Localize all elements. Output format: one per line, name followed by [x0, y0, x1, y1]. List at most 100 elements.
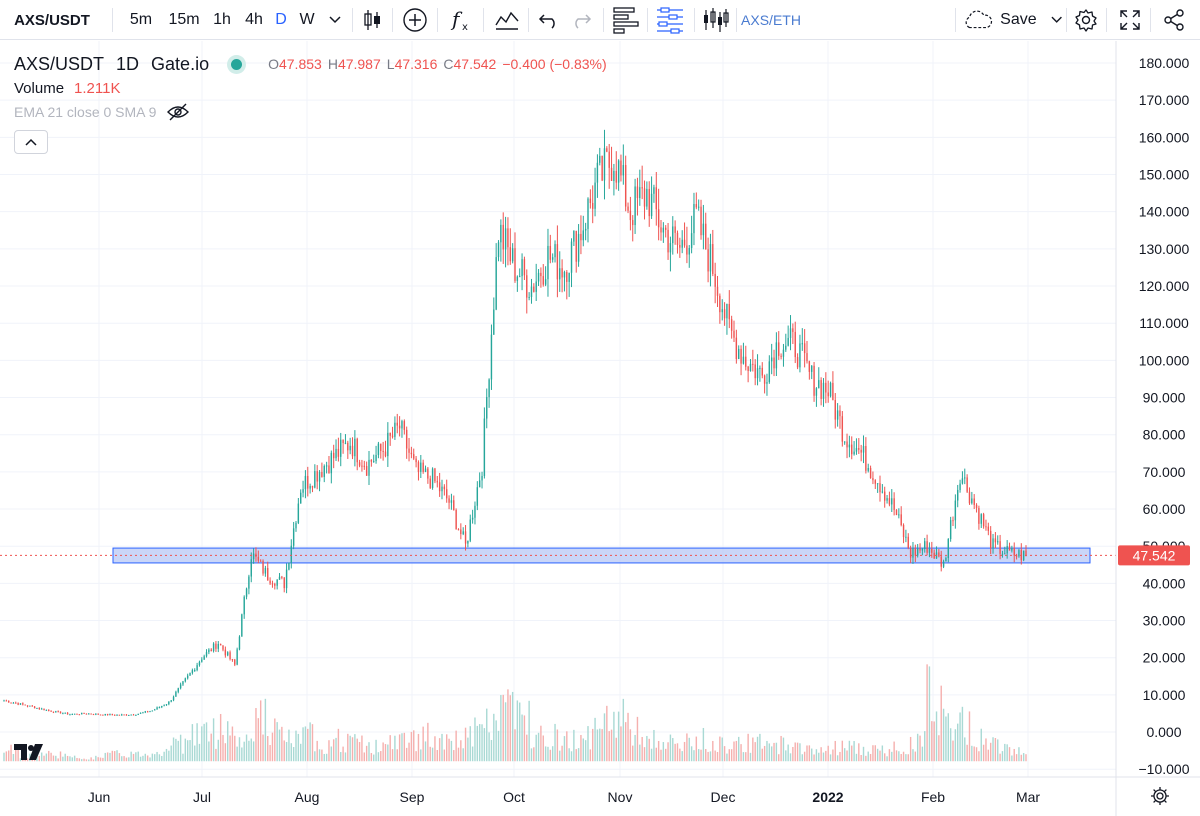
volume-bar [985, 738, 987, 762]
interval-d-button[interactable]: D [275, 11, 287, 28]
volume-bar [735, 740, 738, 762]
depth-chart-icon[interactable] [609, 0, 643, 40]
axis-settings-gear-icon[interactable] [1150, 786, 1170, 811]
candle-body [340, 439, 342, 457]
volume-bar [688, 737, 690, 762]
add-indicator-plus-icon[interactable] [398, 0, 432, 40]
candle-body [427, 468, 429, 479]
save-button[interactable]: Save [962, 0, 1062, 40]
interval-4h-button[interactable]: 4h [245, 11, 263, 28]
candle-body [349, 445, 351, 451]
price-chart[interactable]: 180.000 170.000 160.000 150.000 140.000 130.0… [0, 41, 1200, 816]
volume-bar [839, 751, 841, 762]
indicator-label: EMA 21 close 0 SMA 9 [14, 104, 157, 120]
price-tick-label: 40.000 [1143, 575, 1186, 591]
legend-symbol[interactable]: AXS/USDT [14, 53, 105, 74]
fullscreen-icon[interactable] [1114, 0, 1146, 40]
change-value: −0.400 (−0.83%) [502, 56, 607, 72]
price-tick-label: 30.000 [1143, 613, 1186, 629]
volume-bar [288, 729, 290, 762]
interval-dropdown-chevron-icon[interactable] [322, 0, 348, 40]
volume-bar [674, 743, 676, 762]
candle-body [446, 489, 448, 499]
candle-body [975, 504, 978, 509]
volume-bar [238, 737, 241, 762]
candle-body [825, 382, 827, 393]
candle-body [97, 713, 99, 715]
legend-indicator-row[interactable]: EMA 21 close 0 SMA 9 [14, 100, 613, 124]
volume-bar [97, 757, 99, 762]
candle-body [219, 643, 222, 646]
volume-bar [945, 716, 947, 762]
symbol-search-button[interactable]: AXS/USDT [14, 11, 90, 29]
candle-body [208, 649, 210, 653]
candle-body [342, 439, 344, 443]
compare-candles-icon[interactable] [698, 0, 732, 40]
time-tick-label: Aug [295, 789, 320, 805]
candle-body [278, 576, 281, 580]
volume-bar [212, 718, 215, 762]
volume-bar [643, 747, 646, 762]
candle-body [224, 649, 227, 656]
volume-bar [738, 736, 740, 762]
redo-icon[interactable] [566, 0, 596, 40]
time-axis[interactable]: Jun Jul Aug Sep Oct Nov Dec 2022 Feb Mar [88, 789, 1041, 805]
volume-bar [544, 746, 547, 762]
volume-bar [156, 751, 158, 762]
candle-body [799, 343, 801, 368]
candle-body [236, 649, 238, 665]
interval-w-button[interactable]: W [299, 11, 315, 28]
volume-bar [361, 735, 363, 762]
order-book-icon[interactable] [652, 0, 688, 40]
candle-body [709, 244, 712, 272]
candle-body [851, 444, 853, 455]
candle-body [262, 560, 264, 574]
candle-body [394, 422, 396, 437]
volume-bar [657, 740, 660, 762]
interval-15m-button[interactable]: 15m [168, 11, 200, 28]
undo-icon[interactable] [534, 0, 564, 40]
volume-label: Volume [14, 79, 65, 97]
candle-body [971, 498, 973, 504]
candle-body [796, 357, 799, 368]
volume-bar [229, 735, 231, 762]
candle-body [99, 714, 102, 716]
price-axis[interactable]: 180.000 170.000 160.000 150.000 140.000 130.0… [1139, 55, 1190, 777]
volume-bar [191, 724, 194, 762]
interval-5m-button[interactable]: 5m [129, 11, 153, 28]
candle-body [1008, 546, 1011, 551]
candle-body [321, 472, 323, 477]
tradingview-logo[interactable] [14, 742, 44, 767]
candle-body [674, 226, 676, 233]
candle-body [719, 295, 721, 313]
volume-bar [321, 749, 323, 762]
volume-bar [834, 740, 836, 762]
volume-bar [495, 720, 497, 762]
interval-1h-button[interactable]: 1h [213, 11, 231, 28]
volume-bar [189, 740, 191, 762]
volume-bar [551, 746, 554, 762]
volume-bars [3, 664, 1027, 762]
volume-bar [667, 742, 669, 762]
candle-style-icon[interactable] [356, 0, 388, 40]
volume-bar [408, 742, 410, 762]
collapse-legend-button[interactable] [14, 130, 48, 154]
candle-body [476, 487, 479, 506]
volume-bar [92, 759, 95, 762]
market-status-dot-icon [231, 58, 243, 70]
volume-bar [469, 726, 471, 762]
candle-body [438, 482, 441, 492]
volume-bar [794, 742, 796, 762]
volume-bar [323, 753, 325, 762]
candle-body [780, 355, 782, 357]
compare-symbol-button[interactable]: AXS/ETH [741, 12, 801, 28]
chart-canvas[interactable]: 180.000 170.000 160.000 150.000 140.000 130.0… [0, 41, 1200, 816]
share-icon[interactable] [1158, 0, 1190, 40]
volume-bar [592, 728, 594, 762]
price-tick-label: 70.000 [1143, 464, 1186, 480]
templates-icon[interactable] [490, 0, 524, 40]
settings-gear-icon[interactable] [1070, 0, 1102, 40]
candle-body [681, 239, 683, 248]
hidden-eye-icon[interactable] [166, 102, 190, 122]
